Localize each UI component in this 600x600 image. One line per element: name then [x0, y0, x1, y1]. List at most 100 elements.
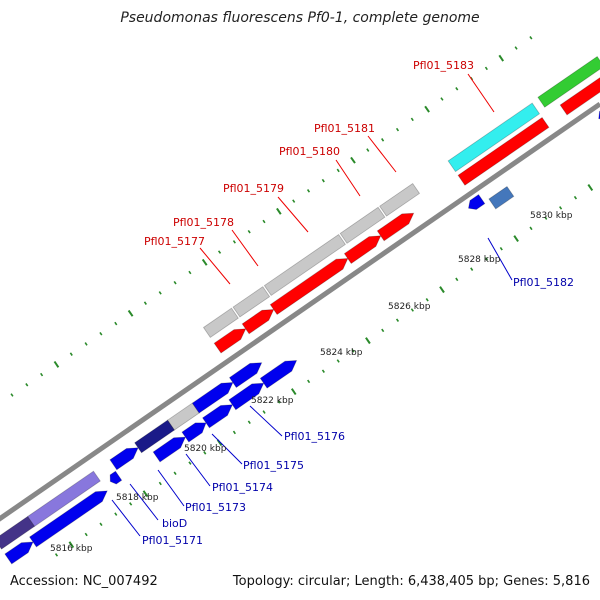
tick-mark: [365, 337, 371, 345]
gene-label[interactable]: Pfl01_5173: [185, 501, 246, 514]
tick-mark: [544, 216, 548, 220]
tick-mark: [366, 148, 370, 152]
gene-label[interactable]: bioD: [162, 517, 187, 530]
tick-mark: [262, 410, 266, 414]
gene-label[interactable]: Pfl01_5177: [144, 235, 205, 248]
tick-mark: [114, 321, 118, 326]
gene-feature[interactable]: [537, 55, 600, 108]
gene-feature[interactable]: [202, 307, 239, 338]
callout-line: [211, 433, 243, 465]
tick-mark: [321, 369, 325, 373]
gene-feature[interactable]: [343, 235, 382, 265]
tick-mark: [455, 277, 459, 282]
tick-mark: [439, 286, 445, 294]
callout-line: [231, 229, 259, 267]
gene-feature[interactable]: [213, 328, 247, 354]
tick-mark: [350, 156, 356, 164]
gene-feature[interactable]: [269, 258, 349, 316]
gene-feature[interactable]: [559, 72, 600, 116]
map-title: Pseudomonas fluorescens Pf0-1, complete …: [120, 10, 480, 26]
gene-feature[interactable]: [379, 182, 421, 217]
gene-feature[interactable]: [152, 436, 187, 463]
tick-mark: [306, 189, 311, 193]
tick-mark: [381, 138, 385, 142]
gene-label-callouts: [111, 73, 513, 537]
tick-mark: [484, 257, 489, 261]
tick-mark: [395, 127, 400, 132]
scale-label: 5824 kbp: [320, 348, 363, 358]
gene-label[interactable]: Pfl01_5179: [223, 182, 284, 195]
outer-tick-marks: [10, 36, 533, 397]
gene-feature[interactable]: [109, 470, 123, 485]
gene-label[interactable]: Pfl01_5171: [142, 534, 203, 547]
genome-backbone: [0, 101, 600, 522]
tick-mark: [158, 481, 162, 486]
callout-line: [467, 73, 495, 113]
callout-line: [157, 469, 185, 507]
gene-feature[interactable]: [202, 404, 234, 429]
gene-feature[interactable]: [457, 116, 550, 186]
gene-feature[interactable]: [29, 490, 108, 548]
tick-mark: [68, 541, 75, 549]
gene-label[interactable]: Pfl01_5180: [279, 145, 340, 158]
gene-label[interactable]: Pfl01_5182: [513, 276, 574, 289]
tick-mark: [424, 105, 430, 113]
tick-mark: [381, 328, 385, 333]
gene-feature[interactable]: [488, 185, 515, 210]
tick-mark: [203, 451, 207, 455]
gene-feature[interactable]: [228, 362, 263, 389]
gene-feature[interactable]: [259, 360, 298, 389]
genome-map: 5816 kbp 5818 kbp 5820 kbp 5822 kbp 5824…: [0, 36, 600, 565]
tick-mark: [173, 471, 177, 476]
gene-feature[interactable]: [232, 286, 271, 318]
gene-feature[interactable]: [109, 447, 139, 471]
scale-label: 5828 kbp: [458, 255, 501, 265]
gene-feature[interactable]: [181, 422, 207, 443]
gene-label[interactable]: Pfl01_5183: [413, 59, 474, 72]
tick-mark: [129, 502, 133, 506]
tick-mark: [559, 206, 563, 210]
tick-mark: [529, 36, 533, 40]
gene-feature[interactable]: [0, 515, 36, 550]
tick-mark: [143, 301, 147, 305]
tick-mark: [351, 349, 355, 353]
tick-mark: [587, 184, 594, 191]
gene-label[interactable]: Pfl01_5175: [243, 459, 304, 472]
gene-feature[interactable]: [447, 102, 541, 173]
tick-mark: [440, 97, 444, 101]
tick-mark: [573, 195, 578, 200]
genome-summary-text: Topology: circular; Length: 6,438,405 bp…: [232, 574, 590, 589]
tick-mark: [470, 267, 474, 271]
tick-mark: [455, 87, 459, 91]
gene-feature[interactable]: [263, 233, 346, 296]
gene-label[interactable]: Pfl01_5178: [173, 216, 234, 229]
gene-feature[interactable]: [191, 382, 234, 414]
tick-mark: [484, 66, 488, 71]
gene-feature[interactable]: [339, 206, 386, 244]
gene-feature[interactable]: [241, 309, 275, 335]
callout-line: [487, 237, 513, 281]
scale-label: 5822 kbp: [251, 396, 294, 406]
gene-feature[interactable]: [4, 541, 34, 565]
gene-feature[interactable]: [468, 194, 486, 210]
callout-line: [199, 247, 231, 285]
tick-mark: [262, 219, 266, 224]
scale-label: 5830 kbp: [530, 211, 573, 221]
tick-mark: [10, 393, 14, 397]
scale-label: 5818 kbp: [116, 493, 159, 503]
tick-mark: [25, 383, 29, 387]
tick-mark: [99, 522, 103, 527]
gene-label[interactable]: Pfl01_5174: [212, 481, 273, 494]
tick-mark: [188, 270, 192, 275]
gene-feature[interactable]: [376, 212, 415, 242]
tick-mark: [173, 280, 177, 285]
gene-label[interactable]: Pfl01_5181: [314, 122, 375, 135]
gene-features: [0, 55, 600, 565]
tick-mark: [201, 258, 208, 266]
tick-mark: [321, 178, 325, 183]
tick-mark: [247, 420, 251, 425]
tick-mark: [217, 250, 222, 254]
gene-label[interactable]: Pfl01_5176: [284, 430, 345, 443]
gene-feature[interactable]: [228, 382, 265, 411]
callout-line: [185, 453, 211, 487]
